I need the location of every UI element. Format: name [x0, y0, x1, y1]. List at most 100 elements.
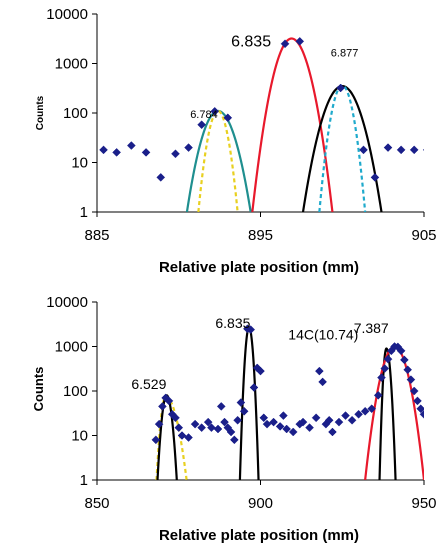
bottom-chart-y-tick-label: 10000	[46, 294, 88, 311]
bottom-chart-peak-label: 6.835	[215, 315, 250, 331]
top-chart-data-point	[370, 173, 380, 182]
bottom-chart-x-tick-label: 950	[411, 495, 436, 512]
bottom-chart-data-point	[233, 415, 242, 425]
bottom-chart-data-point	[315, 366, 324, 376]
top-chart-data-point	[99, 145, 108, 155]
top-chart-data-point	[223, 113, 233, 123]
top-chart-data-point	[141, 148, 151, 157]
bottom-chart-data-point	[406, 375, 416, 384]
bottom-chart-y-axis-label: Counts	[31, 367, 46, 412]
top-chart-peak-label: 6.835	[231, 34, 271, 51]
bottom-chart-data-point	[236, 398, 246, 407]
top-chart-x-tick-label: 885	[84, 227, 109, 244]
bottom-chart-data-point	[184, 433, 193, 442]
bottom-chart-data-point	[229, 435, 239, 445]
bottom-chart-data-point	[341, 411, 350, 420]
bottom-chart-data-point	[288, 427, 298, 437]
bottom-chart-data-point	[305, 423, 314, 433]
bottom-chart-data-point	[311, 413, 321, 423]
top-chart-data-point	[156, 173, 166, 182]
bottom-chart-data-point	[190, 419, 200, 429]
top-chart-data-point	[396, 145, 406, 155]
bottom-chart-data-point	[259, 413, 269, 423]
bottom-chart-data-point	[171, 413, 180, 423]
bottom-chart-data-point	[207, 423, 216, 433]
bottom-chart-x-axis-label: Relative plate position (mm)	[159, 527, 359, 544]
bottom-chart-data-point	[256, 366, 265, 376]
bottom-chart-data-point	[239, 406, 249, 416]
top-chart-y-tick-label: 1000	[55, 56, 88, 73]
top-chart-fit-curve	[301, 84, 383, 212]
bottom-chart-data-point	[380, 364, 390, 373]
bottom-chart-data-point	[174, 423, 184, 433]
bottom-chart-y-tick-label: 1	[80, 472, 88, 489]
bottom-chart-data-point	[367, 404, 377, 414]
top-chart-x-tick-label: 895	[248, 227, 273, 244]
top-chart-data-point	[171, 149, 180, 159]
bottom-chart-data-point	[377, 373, 386, 382]
bottom-chart-data-point	[158, 402, 167, 411]
bottom-chart-data-point	[409, 386, 419, 396]
bottom-chart-data-point	[177, 431, 187, 440]
bottom-chart-data-point	[354, 409, 363, 419]
bottom-chart-peak-label: 6.529	[131, 376, 166, 392]
bottom-chart-y-tick-label: 10	[71, 428, 88, 445]
bottom-chart-data-point	[164, 396, 174, 406]
top-chart-y-tick-label: 100	[63, 105, 88, 122]
bottom-chart-data-point	[403, 365, 413, 375]
top-chart-data-point	[197, 120, 206, 130]
bottom-chart-x-tick-label: 850	[84, 495, 109, 512]
top-chart-y-tick-label: 10000	[46, 6, 88, 23]
top-chart-y-tick-label: 1	[80, 204, 88, 221]
bottom-chart-y-tick-label: 1000	[55, 339, 88, 356]
top-chart-plot-area: 1 10 100 1000 10000 885 895 905 6.784 6.835 6.877	[46, 6, 436, 244]
bottom-chart-data-point	[249, 383, 259, 392]
top-chart-data-point	[359, 145, 368, 155]
top-chart-marks	[99, 37, 424, 212]
top-chart-data-point	[210, 106, 220, 116]
top-chart-fit-curve	[251, 37, 334, 212]
bottom-chart-y-tick-label: 100	[63, 383, 88, 400]
top-chart-data-point	[112, 148, 121, 157]
top-chart-y-axis-label: Counts	[35, 95, 46, 130]
bottom-chart-data-point	[318, 377, 327, 387]
bottom-chart-data-point	[216, 402, 226, 411]
bottom-chart-data-point	[400, 355, 409, 365]
bottom-chart-data-point	[154, 419, 164, 429]
bottom-chart-data-point	[373, 390, 383, 400]
bottom-chart-data-point	[282, 424, 292, 434]
bottom-chart-data-point	[396, 346, 406, 356]
bottom-chart-data-point	[413, 396, 422, 406]
bottom-chart-data-point	[347, 415, 357, 425]
top-chart-data-point	[409, 145, 419, 155]
top-chart-data-point	[422, 148, 424, 151]
bottom-chart-data-point	[151, 435, 161, 445]
bottom-chart: 1 10 100 1000 10000 850 900 950 6.529 6.835 14C(10…	[31, 294, 437, 544]
bottom-chart-data-point	[279, 411, 288, 420]
top-chart-x-tick-label: 905	[411, 227, 436, 244]
bottom-chart-data-point	[416, 404, 424, 414]
bottom-chart-data-point	[213, 424, 223, 434]
bottom-chart-data-point	[275, 422, 285, 431]
bottom-chart-data-point	[220, 417, 229, 427]
top-chart-fit-curve	[197, 109, 239, 212]
bottom-chart-data-point	[334, 417, 344, 427]
bottom-chart-data-point	[269, 417, 278, 427]
bottom-chart-peak-label: 14C(10.74)	[288, 326, 358, 342]
bottom-chart-data-point	[383, 354, 393, 364]
bottom-chart-data-point	[246, 325, 256, 334]
bottom-chart-data-point	[324, 415, 334, 425]
top-chart-data-point	[295, 37, 305, 46]
bottom-chart-peak-label: 7.387	[354, 320, 389, 336]
top-chart-data-point	[336, 83, 345, 93]
top-chart-peak-label: 6.877	[331, 47, 359, 59]
top-chart-y-tick-label: 10	[71, 155, 88, 172]
top-chart-data-point	[280, 39, 290, 49]
top-chart-peak-label: 6.784	[190, 109, 218, 121]
bottom-chart-data-point	[197, 423, 206, 433]
bottom-chart-marks	[151, 324, 424, 480]
bottom-chart-data-point	[226, 427, 236, 437]
top-chart-data-point	[184, 143, 193, 152]
